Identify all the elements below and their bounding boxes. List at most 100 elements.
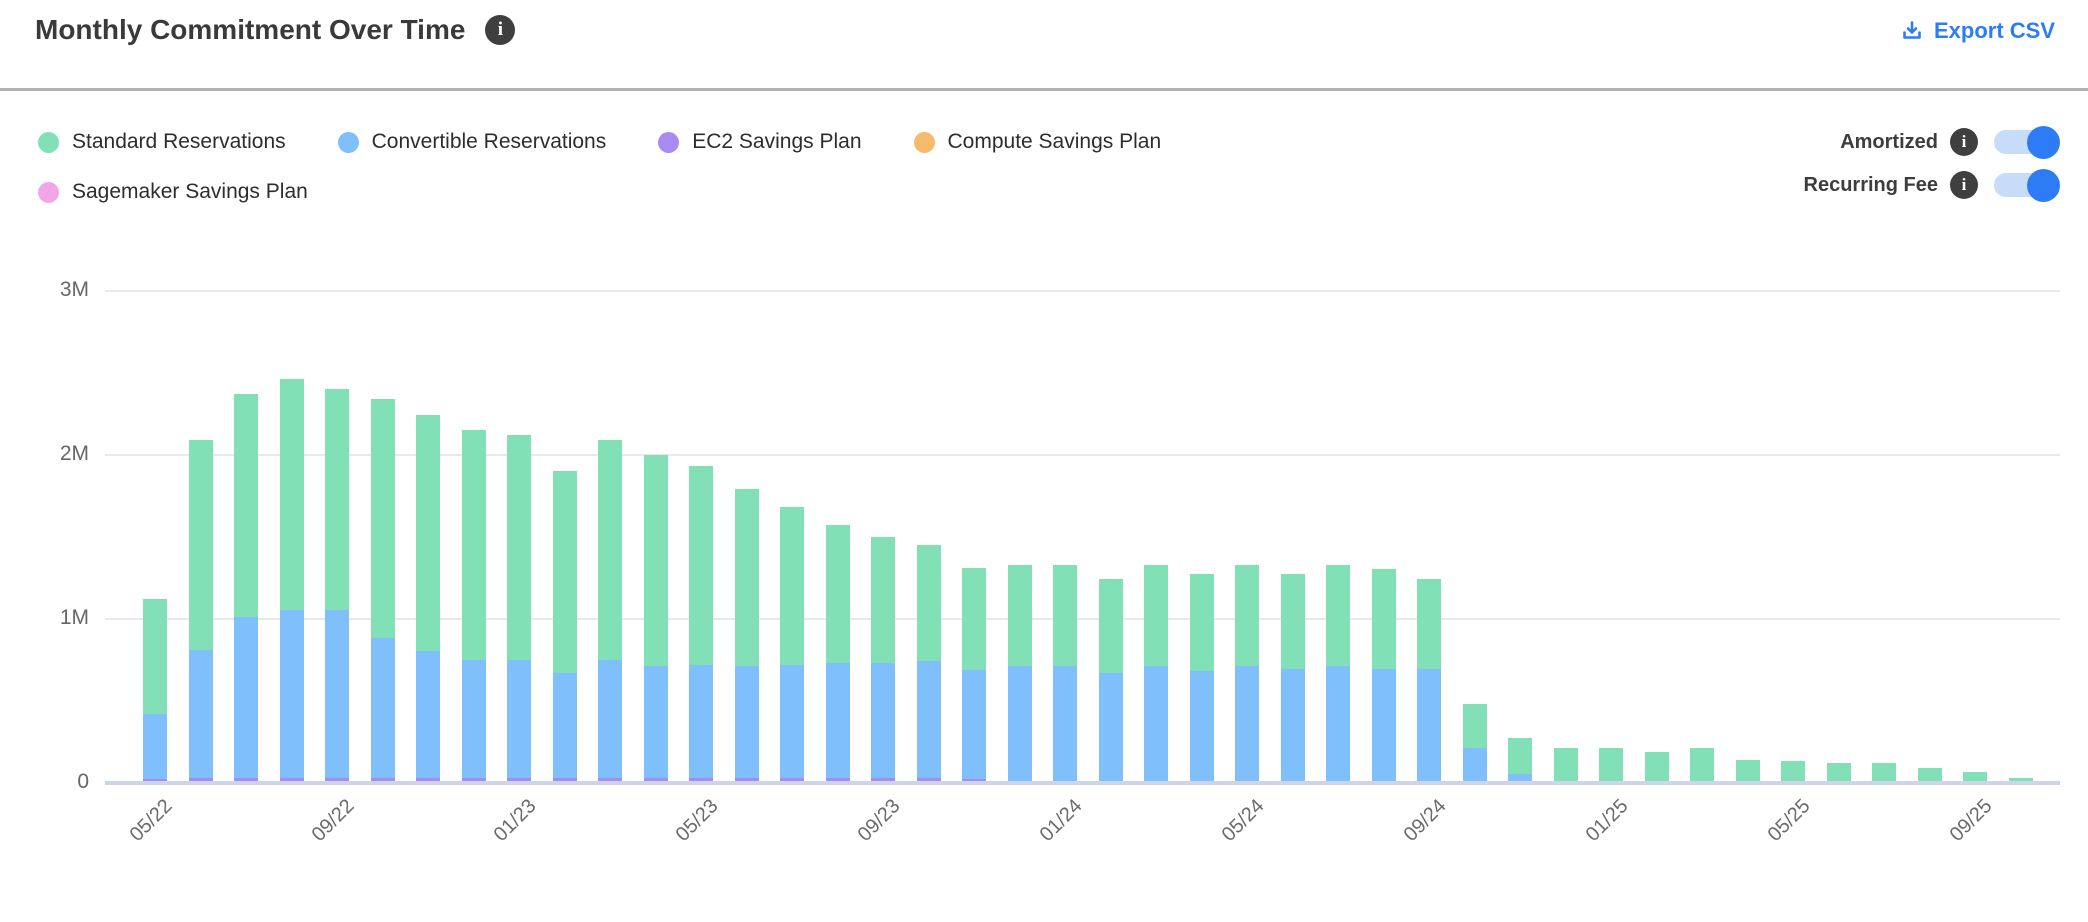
bar-segment-convertible-reservations	[507, 659, 531, 778]
bar-segment-convertible-reservations	[916, 661, 941, 778]
bar-segment-convertible-reservations	[962, 669, 986, 780]
bar-09-24[interactable]	[1417, 579, 1441, 781]
bar-segment-convertible-reservations	[234, 617, 258, 778]
legend-item-sagemaker-savings-plan[interactable]: Sagemaker Savings Plan	[38, 180, 308, 204]
legend-item-compute-savings-plan[interactable]: Compute Savings Plan	[913, 130, 1161, 154]
bar-segment-convertible-reservations	[689, 664, 713, 778]
export-csv-button[interactable]: Export CSV	[1900, 18, 2055, 44]
bar-segment-standard-reservations	[461, 430, 486, 660]
recurring-fee-label: Recurring Fee	[1803, 173, 1938, 196]
bar-07-23[interactable]	[780, 507, 804, 781]
bar-07-22[interactable]	[234, 393, 258, 781]
amortized-toggle[interactable]	[1994, 125, 2060, 159]
bar-08-24[interactable]	[1371, 569, 1396, 781]
legend-item-ec2-savings-plan[interactable]: EC2 Savings Plan	[658, 130, 862, 154]
bar-09-22[interactable]	[325, 389, 349, 781]
x-axis-label-05-23: 05/23	[617, 795, 723, 846]
recurring-fee-toggle-knob	[2027, 168, 2060, 202]
bar-12-24[interactable]	[1553, 748, 1578, 781]
bar-segment-convertible-reservations	[1007, 666, 1032, 781]
bar-06-25[interactable]	[1826, 762, 1851, 781]
bar-03-25[interactable]	[1690, 748, 1714, 781]
bar-segment-standard-reservations	[643, 454, 668, 667]
bar-segment-ec2-savings-plan	[689, 777, 713, 781]
bar-segment-ec2-savings-plan	[416, 777, 440, 781]
bar-02-25[interactable]	[1644, 752, 1669, 781]
bar-segment-standard-reservations	[1462, 703, 1487, 749]
control-recurring-fee: Recurring Fee i	[1803, 168, 2060, 202]
bar-segment-convertible-reservations	[416, 651, 440, 778]
header: Monthly Commitment Over Time i	[35, 14, 516, 46]
bar-05-23[interactable]	[689, 466, 713, 781]
legend-dot-convertible-reservations	[337, 131, 359, 153]
bar-segment-standard-reservations	[689, 466, 713, 665]
bar-08-22[interactable]	[279, 379, 304, 781]
bar-10-24[interactable]	[1462, 703, 1487, 781]
bar-12-22[interactable]	[461, 430, 486, 781]
bar-segment-convertible-reservations	[871, 662, 895, 778]
bar-05-24[interactable]	[1235, 564, 1259, 781]
bar-segment-standard-reservations	[962, 567, 986, 670]
bar-11-22[interactable]	[416, 415, 440, 781]
bar-10-22[interactable]	[370, 398, 395, 781]
bar-09-23[interactable]	[871, 536, 895, 781]
bar-03-24[interactable]	[1144, 564, 1168, 781]
bar-segment-ec2-savings-plan	[325, 777, 349, 781]
bar-04-25[interactable]	[1735, 759, 1760, 781]
bar-01-23[interactable]	[507, 434, 531, 781]
bar-04-24[interactable]	[1189, 574, 1214, 781]
x-axis-label-text: 01/23	[489, 795, 541, 846]
x-axis-line	[105, 781, 2060, 785]
page-title: Monthly Commitment Over Time	[35, 14, 466, 45]
bar-segment-ec2-savings-plan	[734, 777, 759, 781]
bar-06-24[interactable]	[1280, 574, 1305, 781]
bar-segment-convertible-reservations	[143, 713, 167, 780]
bar-07-24[interactable]	[1326, 564, 1350, 781]
bar-09-25[interactable]	[1963, 771, 1987, 781]
x-axis-label-text: 05/22	[125, 795, 177, 846]
title-info-icon[interactable]: i	[485, 15, 516, 45]
bar-07-25[interactable]	[1872, 762, 1896, 781]
bar-segment-standard-reservations	[1098, 579, 1123, 673]
x-axis-label-text: 01/24	[1035, 795, 1087, 846]
legend-dot-sagemaker-savings-plan	[38, 181, 59, 203]
bar-10-23[interactable]	[916, 544, 941, 781]
bar-04-23[interactable]	[643, 454, 668, 781]
legend-dot-standard-reservations	[38, 131, 59, 153]
x-axis-label-09-25: 09/25	[1891, 795, 1997, 846]
bar-segment-convertible-reservations	[1144, 666, 1168, 781]
bar-segment-convertible-reservations	[552, 672, 577, 778]
bar-segment-standard-reservations	[1007, 564, 1032, 667]
legend-dot-compute-savings-plan	[913, 131, 935, 153]
bar-segment-standard-reservations	[416, 415, 440, 652]
amortized-info-icon[interactable]: i	[1950, 128, 1978, 156]
bar-10-25[interactable]	[2008, 777, 2033, 781]
bar-segment-standard-reservations	[1599, 748, 1623, 781]
bar-segment-ec2-savings-plan	[234, 777, 258, 781]
y-axis-label-3M: 3M	[59, 278, 89, 301]
bar-segment-convertible-reservations	[780, 664, 804, 778]
bar-segment-ec2-savings-plan	[962, 779, 986, 781]
legend-item-standard-reservations[interactable]: Standard Reservations	[38, 130, 286, 154]
legend-item-convertible-reservations[interactable]: Convertible Reservations	[337, 130, 606, 154]
x-axis-label-text: 09/22	[307, 795, 359, 846]
bar-08-25[interactable]	[1917, 767, 1942, 781]
recurring-fee-toggle[interactable]	[1994, 168, 2060, 202]
bar-11-23[interactable]	[962, 567, 986, 781]
x-axis-label-09-22: 09/22	[253, 795, 359, 846]
bar-segment-ec2-savings-plan	[825, 777, 850, 781]
recurring-fee-info-icon[interactable]: i	[1950, 171, 1978, 199]
bar-06-22[interactable]	[188, 439, 213, 781]
bar-06-23[interactable]	[734, 489, 759, 781]
bar-segment-standard-reservations	[1644, 752, 1669, 781]
bar-03-23[interactable]	[598, 439, 622, 781]
bar-05-25[interactable]	[1781, 761, 1805, 781]
bar-02-23[interactable]	[552, 471, 577, 781]
bar-01-25[interactable]	[1599, 748, 1623, 781]
bar-08-23[interactable]	[825, 525, 850, 781]
bar-05-22[interactable]	[143, 598, 167, 781]
bar-11-24[interactable]	[1508, 738, 1532, 781]
bar-02-24[interactable]	[1098, 579, 1123, 781]
bar-01-24[interactable]	[1053, 564, 1077, 781]
bar-12-23[interactable]	[1007, 564, 1032, 781]
